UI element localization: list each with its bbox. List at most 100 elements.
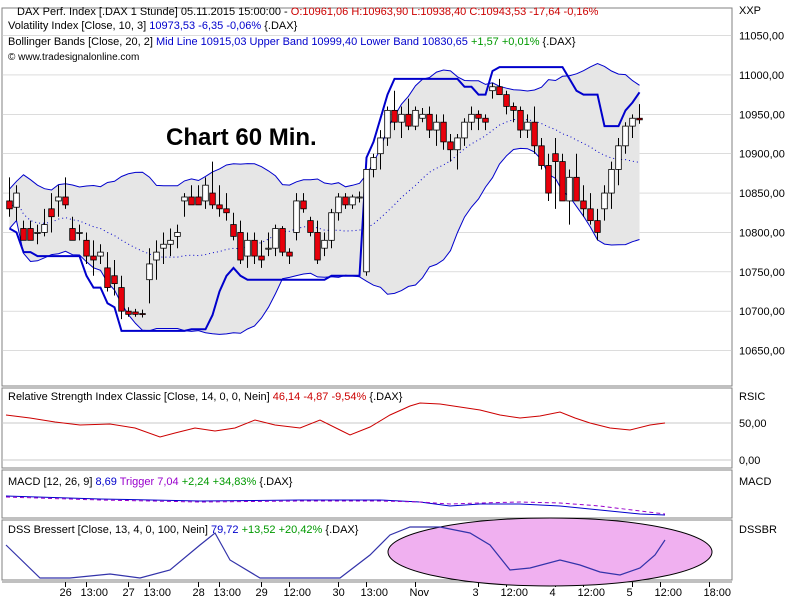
- candle-up: [13, 192, 20, 208]
- candle-up: [629, 117, 636, 127]
- candle-down: [286, 251, 293, 257]
- time-tick-label: 3: [473, 587, 479, 599]
- candle-down: [216, 204, 223, 210]
- candle-up: [356, 196, 363, 199]
- candle-up: [412, 109, 419, 127]
- candle-up: [566, 176, 573, 202]
- volatility-index-line: [9, 66, 641, 332]
- time-tick-label: 29: [256, 587, 268, 599]
- candle-up: [328, 212, 335, 241]
- candle-up: [601, 192, 608, 210]
- candle-up: [76, 232, 83, 234]
- bollinger-legend: Bollinger Bands [Close, 20, 2] Mid Line …: [8, 36, 576, 48]
- vix-suffix: {.DAX}: [264, 20, 297, 32]
- macd-trigger-label: Trigger: [120, 476, 155, 488]
- candle-down: [223, 208, 230, 214]
- price-tick-label: 10750,00: [739, 267, 785, 279]
- macd-label: MACD [12, 26, 9]: [8, 476, 92, 488]
- rsi-axis-label: RSIC: [739, 391, 765, 403]
- candle-down: [475, 113, 482, 119]
- bollinger-change: +1,57 +0,01%: [471, 36, 540, 48]
- bollinger-suffix: {.DAX}: [543, 36, 576, 48]
- candle-up: [153, 251, 160, 261]
- time-tick-label: 13:00: [144, 587, 172, 599]
- time-tick-label: 13:00: [361, 587, 389, 599]
- time-tick-label: 4: [550, 587, 556, 599]
- candle-up: [370, 157, 377, 170]
- candle-down: [300, 200, 307, 210]
- macd-change: +2,24 +34,83%: [182, 476, 257, 488]
- candle-up: [293, 200, 300, 233]
- price-panel-frame: [1, 7, 733, 387]
- candle-up: [97, 251, 104, 257]
- rsi-label: Relative Strength Index Classic [Close, …: [8, 391, 270, 403]
- candle-down: [237, 232, 244, 261]
- candlestick-layer: [6, 78, 643, 320]
- rsi-values: 46,14 -4,87 -9,54%: [273, 391, 367, 403]
- candle-down: [482, 117, 489, 123]
- bollinger-upper-line: [9, 62, 640, 191]
- price-tick-label: 11000,00: [739, 70, 784, 82]
- close-value: C:10943,53 -17,64 -0,16%: [469, 6, 598, 18]
- ohlc-values: O:10961,06 H:10963,90 L:10938,40: [291, 6, 467, 18]
- candle-down: [132, 311, 139, 315]
- candle-up: [622, 125, 629, 147]
- main-title-text: DAX Perf. Index [.DAX 1 Stunde] 05.11.20…: [17, 6, 288, 18]
- candle-down: [510, 106, 517, 111]
- price-tick-label: 10800,00: [739, 227, 785, 239]
- dss-axis-label: DSSBR: [739, 524, 777, 536]
- candle-up: [174, 232, 181, 237]
- candle-down: [405, 113, 412, 127]
- candle-down: [48, 208, 55, 218]
- candle-up: [384, 109, 391, 139]
- candle-down: [545, 165, 552, 194]
- candle-down: [587, 208, 594, 222]
- candle-down: [447, 141, 454, 151]
- dss-line: [5, 526, 666, 579]
- candle-down: [391, 109, 398, 123]
- candle-down: [69, 228, 76, 241]
- candle-down: [426, 113, 433, 131]
- macd-suffix: {.DAX}: [259, 476, 292, 488]
- candle-down: [27, 228, 34, 241]
- price-tick-label: 10850,00: [739, 188, 785, 200]
- candle-down: [503, 94, 510, 107]
- candle-down: [440, 121, 447, 143]
- time-tick-label: 5: [627, 587, 633, 599]
- candle-up: [335, 196, 342, 214]
- bollinger-band-fill: [9, 63, 640, 335]
- time-tick-label: 27: [123, 587, 135, 599]
- dss-highlight-ellipse: [387, 517, 713, 587]
- candle-down: [195, 196, 202, 206]
- candle-up: [377, 137, 384, 155]
- candle-down: [20, 228, 27, 241]
- rsi-suffix: {.DAX}: [369, 391, 402, 403]
- candle-up: [608, 169, 615, 194]
- candle-up: [398, 113, 405, 123]
- candle-down: [104, 267, 111, 288]
- time-tick-label: 30: [333, 587, 345, 599]
- macd-axis-label: MACD: [739, 476, 771, 488]
- candle-up: [202, 184, 209, 202]
- vix-label: Volatility Index [Close, 10, 3]: [8, 20, 146, 32]
- candle-down: [559, 161, 566, 202]
- candle-up: [461, 121, 468, 139]
- overlay-chart-title: Chart 60 Min.: [166, 124, 317, 151]
- candle-up: [468, 113, 475, 123]
- candle-up: [349, 196, 356, 206]
- dss-legend: DSS Bressert [Close, 13, 4, 0, 100, Nein…: [8, 524, 359, 536]
- vix-values: 10973,53 -6,35 -0,06%: [149, 20, 261, 32]
- candle-down: [251, 239, 258, 257]
- candle-up: [244, 239, 251, 257]
- candle-up: [615, 145, 622, 170]
- candle-up: [454, 137, 461, 151]
- macd-value: 8,69: [95, 476, 116, 488]
- price-tick-label: 10700,00: [739, 306, 785, 318]
- time-tick-label: Nov: [410, 587, 430, 599]
- candle-down: [209, 192, 216, 206]
- time-tick-label: 13:00: [81, 587, 109, 599]
- candle-down: [552, 153, 559, 162]
- candle-up: [146, 263, 153, 281]
- candle-down: [188, 196, 195, 206]
